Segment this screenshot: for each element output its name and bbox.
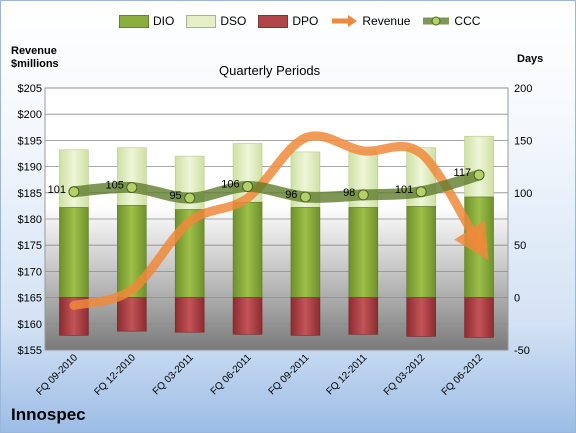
category-label: FQ 12-2010 — [92, 352, 138, 398]
left-tick-label: $195 — [18, 135, 42, 147]
bar-dpo — [406, 297, 436, 337]
category-label: FQ 03-2011 — [151, 352, 196, 397]
legend-item-revenue: Revenue — [330, 12, 410, 30]
legend-line-symbol — [332, 15, 358, 27]
legend-label: DIO — [153, 14, 175, 28]
revenue-line — [69, 131, 489, 310]
bar-dio — [232, 201, 263, 298]
bar-dso — [117, 147, 147, 206]
legend-label: DPO — [292, 14, 319, 28]
ccc-marker — [357, 189, 369, 201]
left-tick-label: $205 — [18, 83, 42, 95]
chart-legend: DIO DSO DPO Revenue CCC — [119, 11, 492, 31]
category-label: FQ 06-2011 — [209, 352, 254, 397]
left-tick-label: $160 — [18, 319, 42, 331]
bar-dpo — [232, 297, 263, 335]
category-label: FQ 09-2011 — [267, 352, 312, 397]
bar-dio — [59, 207, 89, 298]
right-tick-label: 0 — [514, 293, 520, 305]
right-tick-label: 200 — [514, 83, 532, 95]
ccc-data-label: 95 — [169, 190, 181, 202]
left-axis-title: Revenue $millions — [11, 45, 59, 71]
category-label: FQ 12-2011 — [324, 352, 369, 397]
right-tick-label: 50 — [514, 240, 526, 252]
bar-dso — [59, 149, 89, 208]
category-label: FQ 06-2012 — [440, 352, 486, 398]
chart-title: Quarterly Periods — [219, 63, 321, 78]
ccc-marker — [242, 181, 254, 193]
company-name: Innospec — [11, 405, 86, 424]
right-tick-label: 100 — [514, 188, 532, 200]
left-tick-label: $155 — [18, 345, 42, 357]
legend-item-dio: DIO — [119, 14, 174, 28]
legend-symbol — [119, 14, 149, 28]
legend-label: CCC — [454, 14, 481, 28]
ccc-data-label: 96 — [285, 189, 297, 201]
left-tick-label: $190 — [18, 162, 42, 174]
bar-dpo — [117, 297, 147, 332]
ccc-data-label: 106 — [221, 179, 239, 191]
legend-item-dpo: DPO — [258, 14, 318, 28]
legend-label: DSO — [220, 14, 247, 28]
legend-symbol — [258, 14, 289, 28]
bar-dso — [464, 135, 494, 198]
left-tick-label: $200 — [18, 109, 42, 121]
left-tick-label: $165 — [18, 293, 42, 305]
ccc-data-label: 101 — [395, 184, 413, 196]
bar-dio — [348, 207, 379, 298]
ccc-data-label: 98 — [343, 187, 355, 199]
legend-symbol — [330, 12, 358, 30]
legend-symbol — [422, 12, 450, 30]
ccc-marker — [184, 192, 196, 204]
left-axis-title-line: Revenue — [11, 45, 57, 57]
bar-dio — [290, 207, 321, 298]
legend-label: Revenue — [362, 14, 411, 28]
legend-marker — [431, 16, 441, 26]
bar-dpo — [174, 297, 205, 333]
ccc-marker — [126, 182, 138, 194]
ccc-marker — [473, 169, 485, 181]
right-tick-label: 150 — [514, 135, 532, 147]
left-axis-title-line: $millions — [11, 58, 59, 70]
bar-dio — [406, 206, 436, 298]
legend-item-dso: DSO — [186, 14, 246, 28]
ccc-marker — [299, 191, 311, 203]
legend-item-ccc: CCC — [422, 12, 480, 30]
ccc-marker — [68, 186, 80, 198]
category-label: FQ 09-2010 — [35, 352, 81, 398]
left-tick-label: $175 — [18, 240, 42, 252]
bar-dpo — [290, 297, 321, 336]
left-tick-label: $170 — [18, 266, 42, 278]
right-tick-label: -50 — [514, 345, 530, 357]
right-axis-title: Days — [517, 53, 544, 65]
ccc-data-label: 117 — [454, 167, 472, 179]
ccc-data-label: 105 — [105, 180, 123, 192]
ccc-data-label: 101 — [48, 184, 66, 196]
bar-dpo — [464, 297, 494, 338]
left-tick-label: $180 — [18, 214, 42, 226]
ccc-marker — [415, 186, 427, 198]
left-tick-label: $185 — [18, 188, 42, 200]
legend-line-symbol — [423, 16, 450, 26]
legend-arrow-head — [348, 15, 358, 27]
legend-symbol — [186, 14, 217, 28]
bar-dpo — [348, 297, 379, 335]
category-label: FQ 03-2012 — [382, 352, 428, 398]
